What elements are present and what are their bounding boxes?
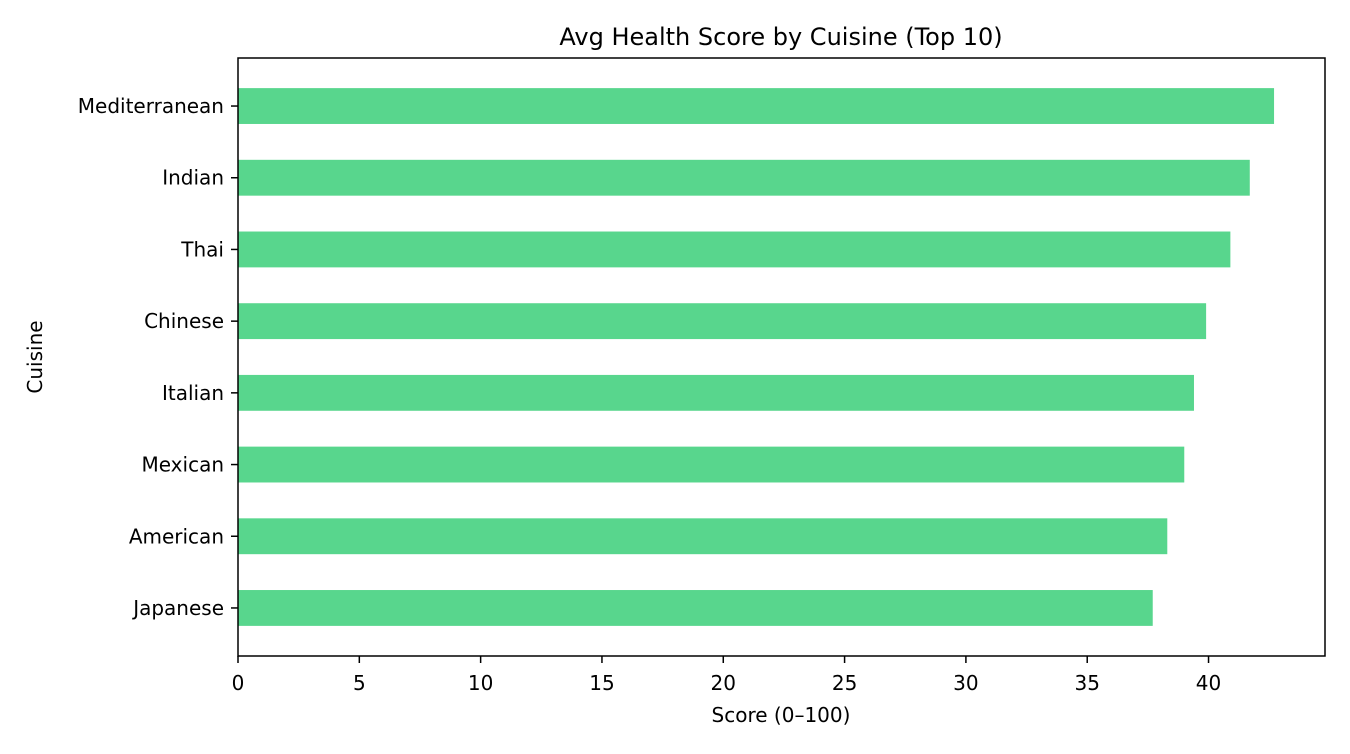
bar-mexican bbox=[238, 446, 1185, 483]
x-axis-label: Score (0–100) bbox=[712, 703, 851, 727]
bars-group bbox=[238, 88, 1275, 626]
y-tick-label-italian: Italian bbox=[162, 381, 224, 405]
y-tick-label-thai: Thai bbox=[180, 237, 224, 261]
bar-japanese bbox=[238, 590, 1153, 626]
bar-mediterranean bbox=[238, 88, 1275, 124]
x-tick-label-20: 20 bbox=[711, 671, 736, 695]
x-axis-ticks: 0 5 10 15 20 25 30 35 40 bbox=[232, 656, 1221, 695]
y-tick-label-japanese: Japanese bbox=[131, 596, 224, 620]
y-tick-label-mexican: Mexican bbox=[141, 453, 224, 477]
x-tick-label-30: 30 bbox=[953, 671, 978, 695]
x-tick-label-35: 35 bbox=[1074, 671, 1099, 695]
y-axis-ticks: Japanese American Mexican Italian Chinese Tha… bbox=[78, 94, 238, 620]
bar-italian bbox=[238, 374, 1194, 411]
bar-american bbox=[238, 518, 1168, 555]
x-tick-label-5: 5 bbox=[353, 671, 366, 695]
x-tick-label-15: 15 bbox=[589, 671, 614, 695]
x-tick-label-0: 0 bbox=[232, 671, 245, 695]
x-tick-label-10: 10 bbox=[468, 671, 493, 695]
x-tick-label-40: 40 bbox=[1196, 671, 1221, 695]
y-tick-label-indian: Indian bbox=[162, 166, 224, 190]
bar-chinese bbox=[238, 303, 1207, 340]
y-tick-label-chinese: Chinese bbox=[144, 309, 224, 333]
y-tick-label-american: American bbox=[129, 524, 224, 548]
plot-frame bbox=[237, 57, 1326, 657]
y-axis-label: Cuisine bbox=[23, 320, 47, 393]
chart-title: Avg Health Score by Cuisine (Top 10) bbox=[559, 23, 1002, 51]
x-tick-label-25: 25 bbox=[832, 671, 857, 695]
bar-indian bbox=[238, 159, 1250, 196]
y-tick-label-mediterranean: Mediterranean bbox=[78, 94, 224, 118]
bar-thai bbox=[238, 231, 1231, 268]
